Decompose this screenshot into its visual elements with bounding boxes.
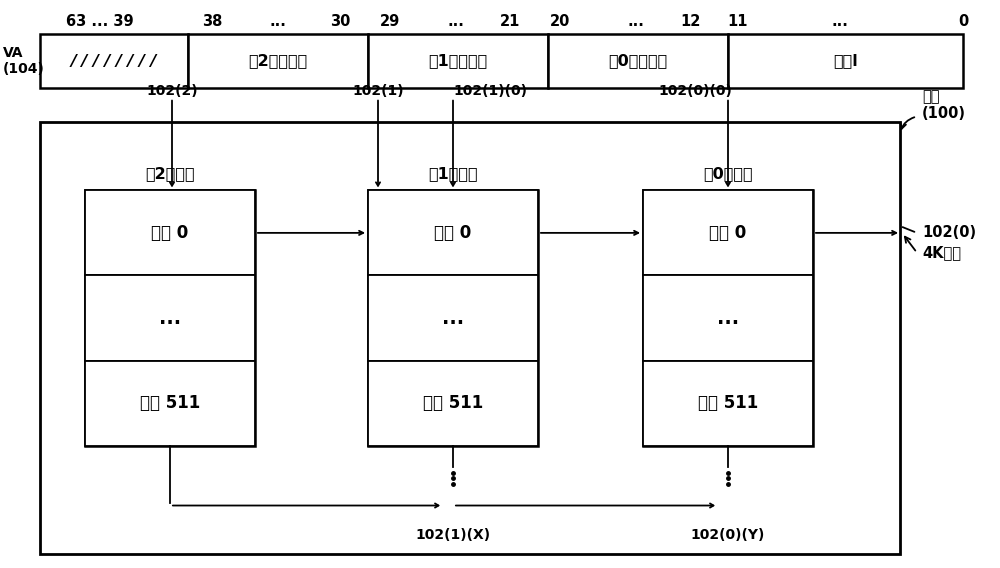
Text: 第1分级表: 第1分级表 bbox=[428, 166, 478, 181]
Bar bbox=[643, 190, 813, 275]
Text: 第2分级索引: 第2分级索引 bbox=[248, 53, 308, 69]
Text: 21: 21 bbox=[500, 14, 520, 28]
Bar bbox=[643, 275, 813, 361]
Text: 102(1): 102(1) bbox=[352, 84, 404, 98]
Text: 63 ... 39: 63 ... 39 bbox=[66, 14, 134, 28]
Bar bbox=[40, 122, 900, 554]
Text: 条目 0: 条目 0 bbox=[434, 224, 472, 242]
Text: 38: 38 bbox=[202, 14, 222, 28]
Text: ...: ... bbox=[628, 14, 644, 28]
Text: 102(2): 102(2) bbox=[146, 84, 198, 98]
Bar bbox=[368, 275, 538, 361]
Text: ...: ... bbox=[159, 308, 181, 328]
Text: 102(0)(Y): 102(0)(Y) bbox=[691, 528, 765, 542]
Text: ...: ... bbox=[448, 14, 464, 28]
Bar bbox=[643, 361, 813, 446]
Bar bbox=[728, 34, 963, 88]
Bar bbox=[368, 34, 548, 88]
Text: VA
(104): VA (104) bbox=[3, 46, 45, 77]
Text: 偏移l: 偏移l bbox=[833, 53, 858, 69]
Text: 11: 11 bbox=[728, 14, 748, 28]
Text: 20: 20 bbox=[550, 14, 570, 28]
Text: 102(1)(X): 102(1)(X) bbox=[415, 528, 491, 542]
Text: 第2分级表: 第2分级表 bbox=[145, 166, 195, 181]
Text: 30: 30 bbox=[330, 14, 350, 28]
Text: 第1分级索引: 第1分级索引 bbox=[428, 53, 488, 69]
Text: 29: 29 bbox=[380, 14, 400, 28]
Bar bbox=[368, 190, 538, 446]
Text: 第0分级索引: 第0分级索引 bbox=[608, 53, 668, 69]
Text: 第0分级表: 第0分级表 bbox=[703, 166, 753, 181]
Bar bbox=[85, 190, 255, 275]
Bar bbox=[40, 34, 188, 88]
Text: 页表
(100): 页表 (100) bbox=[922, 89, 966, 122]
Text: 102(1)(0): 102(1)(0) bbox=[453, 84, 527, 98]
Text: 12: 12 bbox=[680, 14, 700, 28]
Text: 102(0): 102(0) bbox=[922, 225, 976, 240]
Text: 102(0)(0): 102(0)(0) bbox=[658, 84, 732, 98]
Text: ...: ... bbox=[832, 14, 848, 28]
Bar bbox=[85, 275, 255, 361]
Bar bbox=[368, 361, 538, 446]
Bar bbox=[548, 34, 728, 88]
Bar bbox=[85, 361, 255, 446]
Bar bbox=[85, 190, 255, 446]
Text: / / / / / / / /: / / / / / / / / bbox=[71, 53, 157, 69]
Text: 条目 0: 条目 0 bbox=[151, 224, 189, 242]
Text: 4K页面: 4K页面 bbox=[922, 245, 961, 260]
Text: ...: ... bbox=[717, 308, 739, 328]
Bar bbox=[188, 34, 368, 88]
Text: 条目 0: 条目 0 bbox=[709, 224, 747, 242]
Text: ...: ... bbox=[442, 308, 464, 328]
Text: ...: ... bbox=[270, 14, 286, 28]
Text: 条目 511: 条目 511 bbox=[698, 394, 758, 412]
Text: 0: 0 bbox=[958, 14, 968, 28]
Bar bbox=[643, 190, 813, 446]
Bar bbox=[368, 190, 538, 275]
Text: 条目 511: 条目 511 bbox=[423, 394, 483, 412]
Text: 条目 511: 条目 511 bbox=[140, 394, 200, 412]
